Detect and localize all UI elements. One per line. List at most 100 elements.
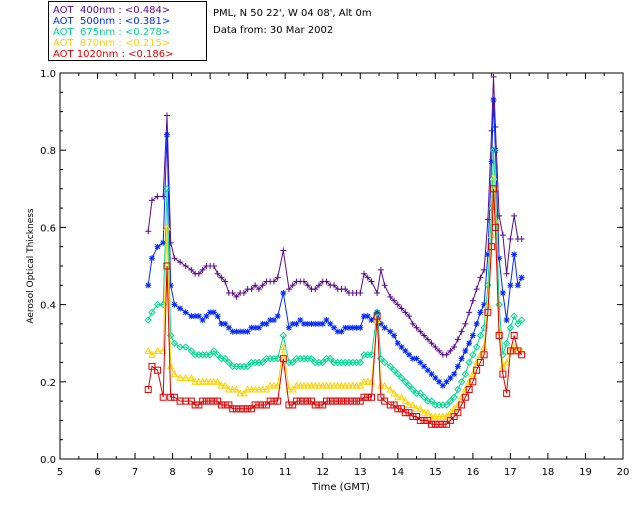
data-point <box>348 381 357 389</box>
data-point <box>413 355 420 362</box>
data-point <box>221 401 229 409</box>
legend-item-870nm: AOT 870nm : <0.215> <box>53 38 171 49</box>
data-point <box>363 377 372 385</box>
data-point <box>153 300 162 309</box>
data-point <box>289 401 297 409</box>
data-point <box>421 332 428 339</box>
data-point <box>502 358 511 366</box>
y-tick-label: 0.4 <box>40 301 56 312</box>
data-point <box>401 397 410 405</box>
data-point <box>431 412 440 420</box>
data-point <box>330 397 338 405</box>
data-point <box>481 266 488 273</box>
data-point <box>154 366 162 374</box>
data-point <box>342 286 349 293</box>
data-point <box>225 324 232 331</box>
data-point <box>334 397 342 405</box>
data-point <box>296 381 305 389</box>
data-point <box>465 386 473 394</box>
data-point <box>492 124 499 131</box>
data-point <box>439 420 447 428</box>
data-point <box>451 371 458 378</box>
data-point <box>506 347 514 355</box>
data-point <box>267 317 274 324</box>
data-point <box>360 377 368 385</box>
data-point <box>374 290 381 297</box>
data-point <box>210 309 217 316</box>
data-point <box>405 381 413 390</box>
data-point <box>349 397 357 405</box>
data-point <box>427 412 436 420</box>
data-point <box>490 97 497 104</box>
x-tick-label: 20 <box>617 467 630 478</box>
data-point <box>341 397 349 405</box>
data-point <box>469 378 477 386</box>
data-point <box>454 363 461 370</box>
data-point <box>511 251 518 258</box>
data-point <box>188 313 195 320</box>
data-point <box>466 309 473 316</box>
data-point <box>446 416 454 424</box>
series-line <box>147 150 523 406</box>
data-point <box>243 385 252 393</box>
data-point <box>187 347 196 355</box>
data-point <box>518 351 526 359</box>
data-point <box>207 309 214 316</box>
data-point <box>338 328 345 335</box>
data-point <box>259 282 266 289</box>
data-point <box>315 381 323 389</box>
data-point <box>447 347 454 354</box>
data-point <box>225 385 233 393</box>
data-point <box>496 212 503 219</box>
data-point <box>364 313 371 320</box>
data-point <box>503 270 510 277</box>
data-point <box>484 308 492 316</box>
data-point <box>495 331 503 339</box>
data-point <box>341 381 350 389</box>
data-point <box>373 308 381 317</box>
data-point <box>406 313 413 320</box>
data-point <box>279 331 288 340</box>
data-point <box>442 412 451 420</box>
data-point <box>357 290 364 297</box>
x-tick-label: 13 <box>354 467 367 478</box>
data-point <box>510 331 518 339</box>
data-point <box>154 243 161 250</box>
data-point <box>368 317 375 324</box>
y-tick-label: 1.0 <box>40 69 56 80</box>
data-point <box>517 346 526 354</box>
series-2 <box>144 146 526 409</box>
data-point <box>266 397 274 405</box>
data-point <box>517 316 526 324</box>
data-point <box>192 313 199 320</box>
data-point <box>461 393 469 401</box>
data-point <box>274 274 281 281</box>
data-point <box>427 397 436 405</box>
data-point <box>507 282 514 289</box>
data-point <box>221 381 229 389</box>
data-point <box>420 393 428 401</box>
data-point <box>476 350 485 358</box>
data-point <box>435 420 443 428</box>
data-point <box>499 362 507 370</box>
data-point <box>408 400 417 408</box>
data-point <box>428 371 435 378</box>
data-point <box>514 347 522 355</box>
series-0 <box>145 73 525 358</box>
data-point <box>171 255 178 262</box>
y-axis-label: Aerosol Optical Thickness <box>26 208 36 324</box>
data-point <box>270 317 277 324</box>
data-point <box>297 317 304 324</box>
data-point <box>421 363 428 370</box>
data-point <box>233 328 240 335</box>
data-point <box>217 381 226 389</box>
data-point <box>153 346 162 354</box>
data-point <box>206 397 214 405</box>
data-point <box>484 216 491 223</box>
data-point <box>488 158 495 165</box>
data-point <box>490 185 498 193</box>
data-point <box>232 385 241 393</box>
data-point <box>248 286 255 293</box>
data-point <box>270 381 278 389</box>
